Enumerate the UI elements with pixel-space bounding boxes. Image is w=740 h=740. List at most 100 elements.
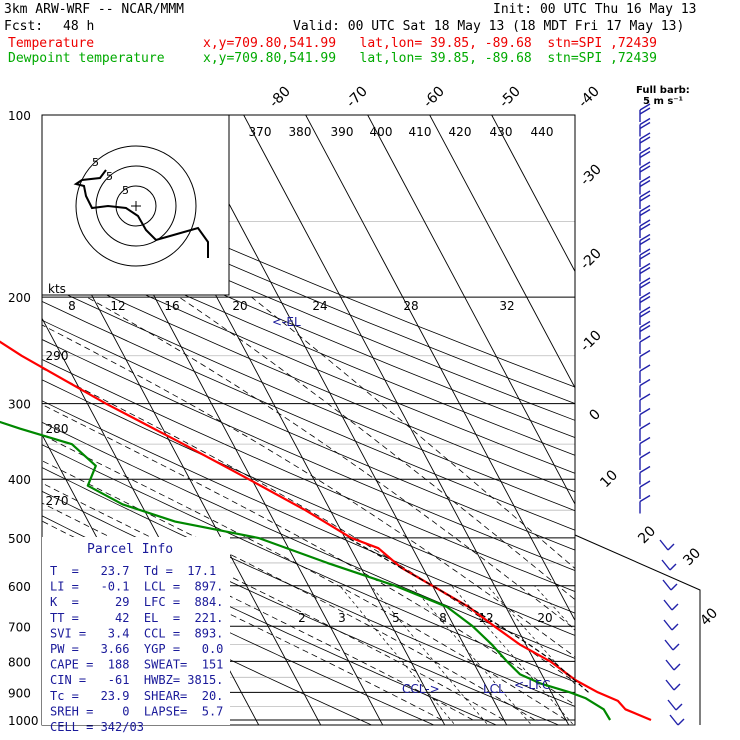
- wind-barb-flag: [639, 132, 651, 140]
- hodo-speed-label-32: 32: [499, 299, 514, 313]
- wind-barb-low: [669, 714, 679, 726]
- dry-adiabat-440: [42, 181, 575, 405]
- hodo-unit-label: kts: [48, 282, 66, 296]
- wind-barb-flag: [639, 117, 651, 126]
- pressure-label-100: 100: [8, 109, 31, 123]
- wind-barb-flag: [639, 237, 651, 246]
- hodo-ring-label-2: 5: [92, 156, 99, 169]
- wind-barb-low-tick: [677, 718, 685, 726]
- parcel-info-row: LI = -0.1 LCL = 897.: [50, 580, 223, 594]
- wind-barb-low: [661, 559, 671, 571]
- wind-barb-flag: [639, 291, 651, 300]
- wind-barb-low: [663, 599, 673, 611]
- dry-adiabat-330: [42, 379, 575, 614]
- hodo-speed-label-8: 8: [68, 299, 76, 313]
- dry-adiabat-320: [42, 400, 575, 636]
- isotherm-label--20: -20: [577, 245, 604, 272]
- wind-barb-flag: [639, 252, 651, 260]
- isotherm-10: [243, 115, 570, 725]
- dry-adiabat-410: [42, 230, 575, 456]
- wind-barb-low: [664, 639, 674, 651]
- wind-barb-low-tick: [673, 663, 681, 671]
- parcel-info-box: Parcel Info T = 23.7 Td = 17.1 LI = -0.1 L…: [42, 537, 230, 734]
- isotherm-label-40: 40: [697, 605, 721, 629]
- dry-adiabat-290: [42, 467, 575, 707]
- wind-barb-low-tick: [672, 643, 680, 651]
- dry-adiabat-380: [42, 282, 575, 512]
- hodo-speed-label-20: 20: [232, 299, 247, 313]
- marker-lcl: LCL: [483, 682, 505, 696]
- moist-adiabat-30: [86, 296, 575, 630]
- parcel-info-row: CAPE = 188 SWEAT= 151: [50, 658, 223, 672]
- wind-barb-flag: [639, 494, 651, 503]
- pressure-label-600: 600: [8, 580, 31, 594]
- hodo-speed-label-24: 24: [312, 299, 327, 313]
- wind-barb-flag: [639, 146, 651, 155]
- pressure-label-500: 500: [8, 532, 31, 546]
- marker-el: <-EL: [272, 315, 301, 329]
- wind-barb-flag: [639, 190, 651, 198]
- theta-label-370: 370: [249, 125, 272, 139]
- wind-barb-flag: [639, 219, 651, 227]
- hodo-speed-label-16: 16: [164, 299, 179, 313]
- hodo-ring-2: [95, 165, 177, 247]
- wind-barb-low-tick: [669, 563, 677, 571]
- mixing-ratio-label-20: 20: [537, 611, 552, 625]
- wind-barb-flag: [639, 208, 651, 217]
- wind-barb-flag: [639, 175, 651, 184]
- wind-barb-flag: [639, 451, 651, 459]
- right-outline: [574, 534, 701, 725]
- series-dewpoint-line: [0, 420, 612, 721]
- theta-left-label-280: 280: [46, 422, 69, 436]
- init-time: Init: 00 UTC Thu 16 May 13: [493, 2, 697, 17]
- dry-adiabat-390: [42, 264, 575, 493]
- mixing-ratio-label-3: 3: [338, 611, 346, 625]
- wind-barb-flag: [639, 233, 651, 242]
- dry-adiabat-340: [42, 358, 575, 592]
- wind-barb-low-tick: [671, 603, 679, 611]
- wind-barb-flag: [639, 223, 651, 231]
- wind-barb-low: [665, 679, 675, 691]
- theta-label-420: 420: [449, 125, 472, 139]
- valid-time: Valid: 00 UTC Sat 18 May 13 (18 MDT Fri …: [293, 19, 685, 34]
- wind-barb-flag: [639, 306, 651, 314]
- wind-barb-flag: [639, 262, 651, 271]
- wind-barb-flag: [639, 121, 651, 130]
- wind-barbs: Full barb:5 m s⁻¹: [636, 85, 690, 726]
- isotherm-label--40: -40: [575, 83, 602, 110]
- isotherm-label--10: -10: [577, 327, 604, 354]
- moist-adiabat-5: [42, 460, 536, 721]
- marker-lfc: <-LFC: [514, 678, 550, 692]
- theta-label-440: 440: [531, 125, 554, 139]
- wind-barb-flag: [639, 150, 651, 159]
- wind-barb-flag: [639, 407, 651, 416]
- hodo-trace: [73, 169, 209, 258]
- mixing-ratio-label-8: 8: [439, 611, 447, 625]
- model-title: 3km ARW-WRF -- NCAR/MMM: [4, 2, 185, 17]
- wind-barb-flag: [639, 295, 651, 304]
- mixing-ratio-5: [411, 585, 532, 725]
- parcel-info-row: CIN = -61 HWBZ= 3815.: [50, 673, 223, 687]
- theta-left-label-270: 270: [46, 494, 69, 508]
- parcel-info-row: SREH = 0 LAPSE= 5.7: [50, 704, 223, 718]
- moist-adiabat-25: [42, 324, 575, 658]
- parcel-info-title: Parcel Info: [87, 542, 173, 557]
- wind-barb-flag: [639, 194, 651, 202]
- dry-adiabat-310: [42, 421, 575, 659]
- parcel-path: [347, 537, 589, 693]
- isotherm-label--50: -50: [496, 83, 523, 110]
- isotherm-label-10: 10: [597, 467, 621, 491]
- wind-barb-flag: [639, 436, 651, 445]
- wind-barb-flag: [639, 349, 651, 358]
- hodograph: 555: [41, 114, 230, 296]
- wind-barb-flag: [639, 364, 651, 372]
- wind-barb-low-tick: [675, 703, 683, 711]
- wind-barb-flag: [639, 136, 651, 144]
- theta-left-label-290: 290: [46, 349, 69, 363]
- mixing-ratio-label-2: 2: [298, 611, 306, 625]
- parcel-info-row: K = 29 LFC = 884.: [50, 595, 223, 609]
- theta-label-380: 380: [289, 125, 312, 139]
- hodo-speed-label-12: 12: [110, 299, 125, 313]
- isotherm-label--30: -30: [577, 161, 604, 188]
- hodo-ring-3: [75, 145, 197, 267]
